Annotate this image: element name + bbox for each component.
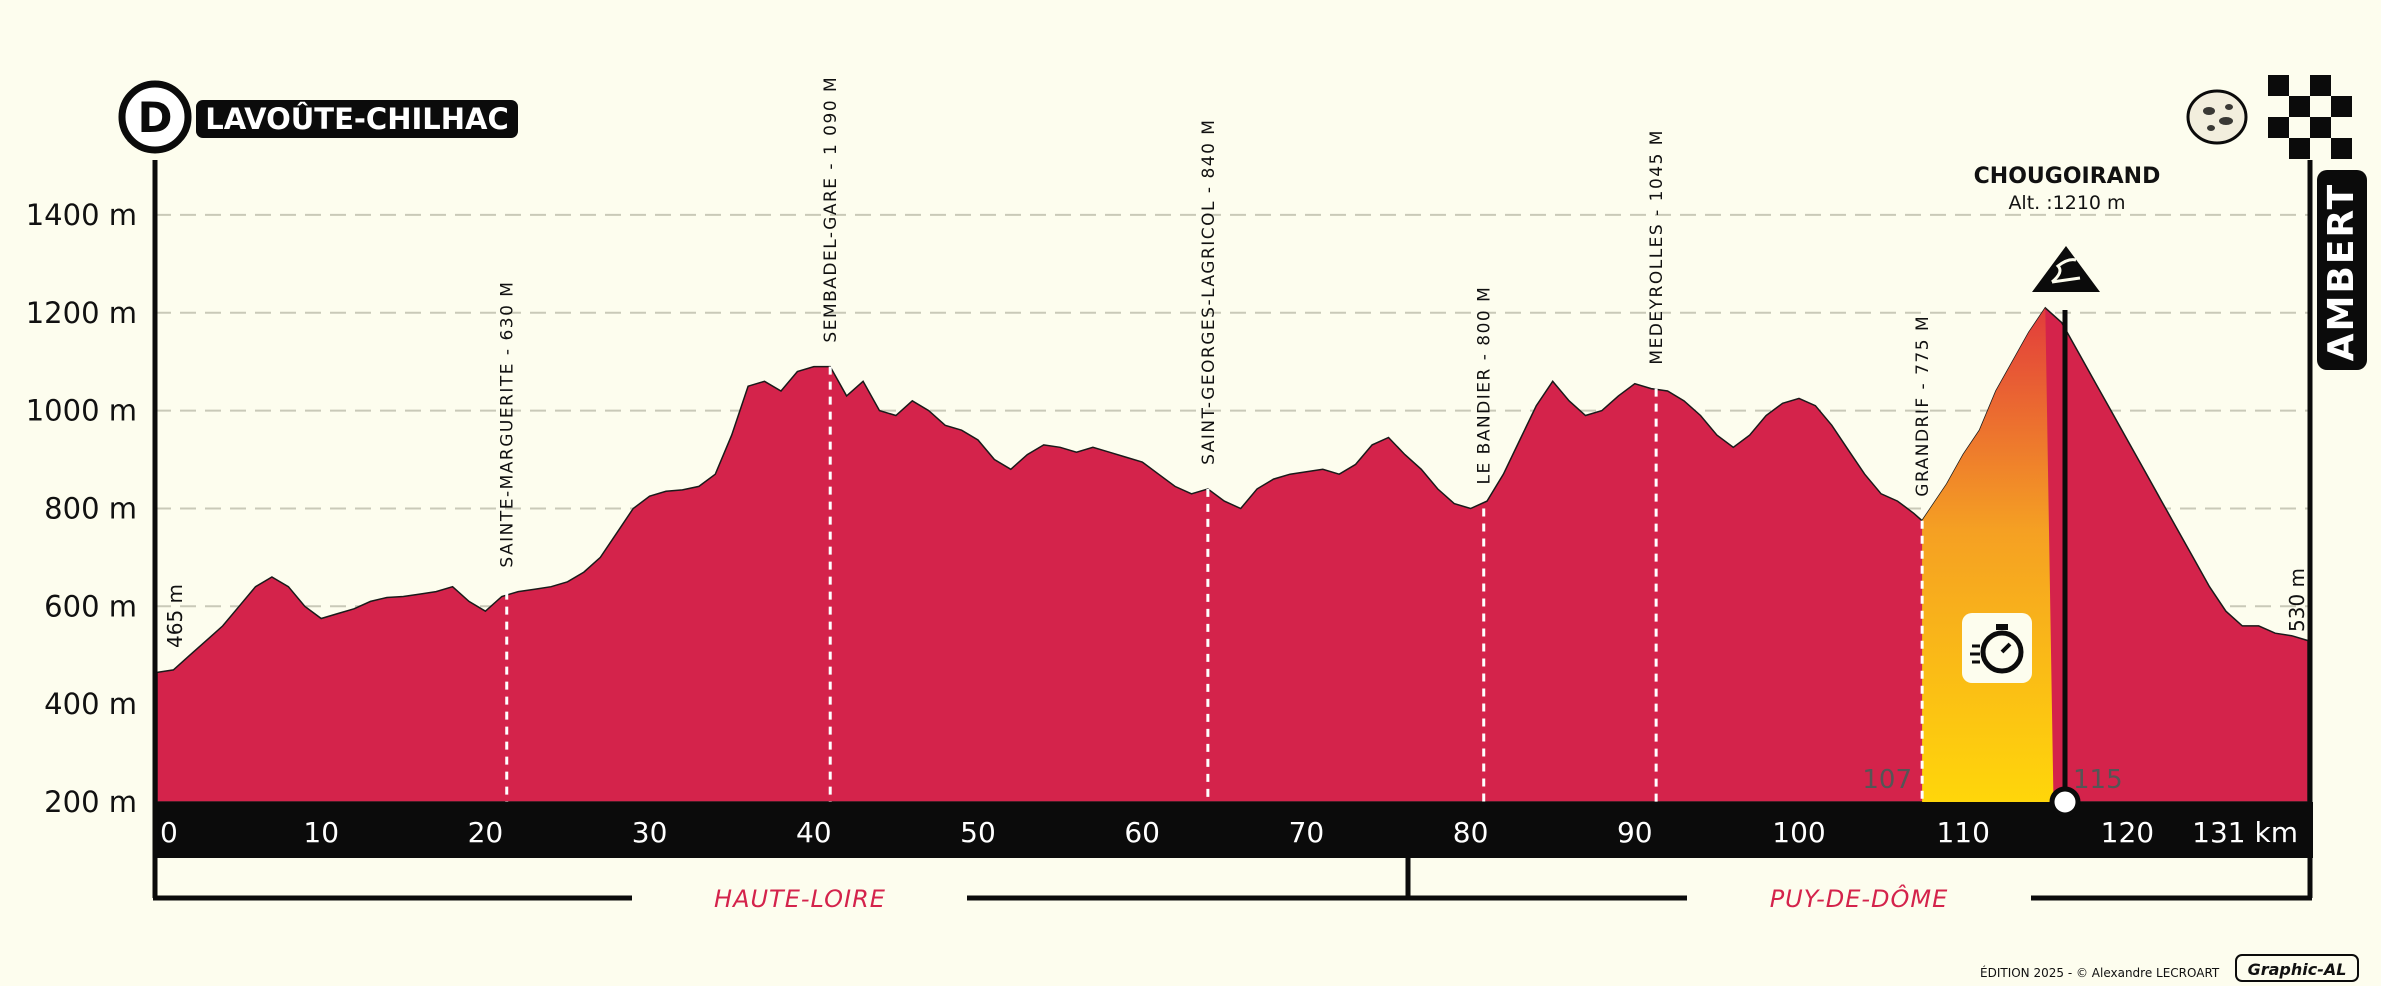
climb-summit-marker bbox=[2049, 786, 2081, 818]
mountain-pass-icon bbox=[2032, 246, 2100, 292]
waypoint-label: SEMBADEL-GARE - 1 090 M bbox=[821, 76, 841, 343]
department-puy-de-dome: PUY-DE-DÔME bbox=[1770, 883, 1949, 913]
y-tick-label: 600 m bbox=[44, 589, 137, 623]
climb-gradient-area bbox=[1922, 307, 2054, 802]
footer-credit: ÉDITION 2025 - © Alexandre LECROART bbox=[1980, 965, 2220, 980]
waypoint-label: GRANDRIF - 775 M bbox=[1913, 315, 1933, 497]
x-tick-label: 20 bbox=[468, 816, 504, 849]
checkered-flag-icon bbox=[2268, 75, 2352, 159]
x-tick-label: 100 bbox=[1772, 816, 1825, 849]
x-tick-label: 0 bbox=[160, 816, 178, 849]
stopwatch-icon bbox=[1962, 613, 2032, 683]
start-town-name: LAVOÛTE-CHILHAC bbox=[205, 102, 509, 136]
climb-altitude: Alt. :1210 m bbox=[2008, 192, 2125, 214]
waypoints: SAINTE-MARGUERITE - 630 M SEMBADEL-GARE -… bbox=[498, 76, 1933, 802]
x-tick-label: 90 bbox=[1617, 816, 1653, 849]
x-tick-label: 60 bbox=[1124, 816, 1160, 849]
y-tick-label: 800 m bbox=[44, 491, 137, 525]
y-tick-label: 1400 m bbox=[26, 198, 137, 232]
start-badge: D LAVOÛTE-CHILHAC bbox=[118, 80, 518, 154]
x-tick-label: 30 bbox=[632, 816, 668, 849]
start-altitude-label: 465 m bbox=[163, 584, 187, 648]
waypoint-label: SAINTE-MARGUERITE - 630 M bbox=[498, 281, 518, 568]
y-tick-label: 1000 m bbox=[26, 394, 137, 428]
y-tick-label: 400 m bbox=[44, 687, 137, 721]
waypoint-label: LE BANDIER - 800 M bbox=[1475, 286, 1495, 485]
end-altitude-label: 530 m bbox=[2285, 568, 2309, 632]
y-tick-label: 200 m bbox=[44, 785, 137, 819]
x-tick-label: 80 bbox=[1453, 816, 1489, 849]
department-brackets: HAUTE-LOIRE PUY-DE-DÔME bbox=[152, 858, 2313, 913]
waypoint-label: MEDEYROLLES - 1045 M bbox=[1647, 129, 1667, 365]
x-tick-label: 40 bbox=[796, 816, 832, 849]
x-tick-label: 50 bbox=[960, 816, 996, 849]
y-axis-ticks: 200 m 400 m 600 m 800 m 1000 m 1200 m 1400 m bbox=[26, 198, 137, 819]
department-haute-loire: HAUTE-LOIRE bbox=[714, 885, 886, 913]
finish-town-name: AMBERT bbox=[2321, 183, 2362, 361]
finish-badge: AMBERT bbox=[2186, 75, 2367, 370]
x-tick-label: 120 bbox=[2101, 816, 2154, 849]
x-tick-label: 110 bbox=[1936, 816, 1989, 849]
x-tick-label: 10 bbox=[303, 816, 339, 849]
climb-name: CHOUGOIRAND bbox=[1974, 164, 2161, 189]
x-tick-label: 131 km bbox=[2192, 816, 2298, 849]
climb-start-km-label: 107 bbox=[1862, 765, 1912, 795]
climb-end-km-label: 115 bbox=[2073, 765, 2123, 795]
y-tick-label: 1200 m bbox=[26, 296, 137, 330]
footer-brand-badge: Graphic-AL bbox=[2235, 954, 2359, 982]
start-marker-letter: D bbox=[138, 93, 173, 142]
start-d-icon bbox=[118, 80, 192, 154]
footer-brand: Graphic-AL bbox=[2248, 960, 2347, 979]
km-axis-band bbox=[153, 802, 2313, 858]
x-tick-label: 70 bbox=[1289, 816, 1325, 849]
fourme-cheese-icon bbox=[2186, 89, 2248, 145]
x-axis-ticks: 0 10 20 30 40 50 60 70 80 90 100 110 120 131 km bbox=[160, 816, 2298, 849]
waypoint-label: SAINT-GEORGES-LAGRICOL - 840 M bbox=[1199, 119, 1219, 465]
